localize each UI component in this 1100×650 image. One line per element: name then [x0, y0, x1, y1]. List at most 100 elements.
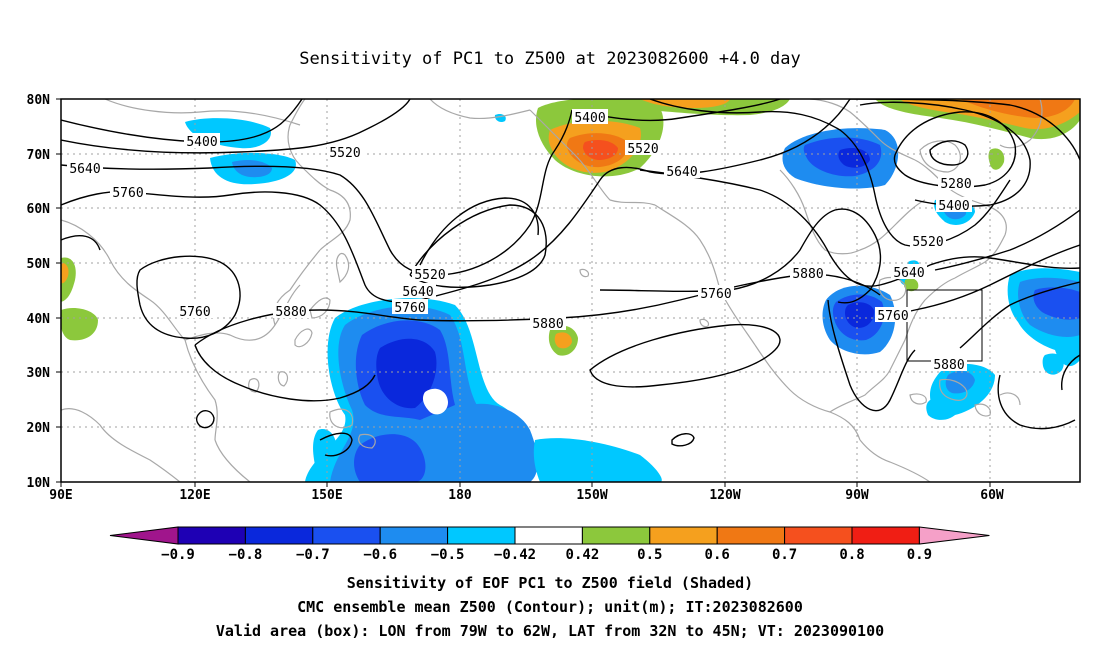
pos-shade-cpac2: [554, 332, 572, 349]
contour-label: 5760: [877, 309, 908, 324]
contour-label-bg: [875, 307, 911, 322]
lon-label: 60W: [980, 488, 1004, 503]
lon-label: 90E: [49, 488, 72, 503]
contour-label: 5640: [893, 266, 924, 281]
colorbar-label: −0.7: [296, 547, 330, 563]
neg-shade-hole: [422, 388, 448, 415]
contour-5760-loop2: [136, 255, 241, 339]
lon-label: 150W: [576, 488, 607, 503]
contour-5400-west: [61, 99, 303, 143]
colorbar-swatch: [581, 526, 651, 545]
contour-small2: [671, 433, 695, 447]
contour-label: 5880: [532, 317, 563, 332]
colorbar-label: 0.7: [772, 547, 797, 563]
caption-line-1: Sensitivity of EOF PC1 to Z500 field (Sh…: [346, 574, 754, 592]
contour-label-bg: [392, 299, 428, 314]
contour-label-bg: [572, 109, 608, 124]
contour-5880-sw: [194, 344, 376, 402]
colorbar-label: −0.6: [363, 547, 397, 563]
neg-shade-east2: [533, 438, 662, 482]
lat-label: 60N: [27, 202, 51, 217]
pos-shade-green4: [988, 148, 1005, 170]
contour-5880-atl: [997, 374, 1076, 430]
lon-labels: 90E 120E 150E 180 150W 120W 90W 60W: [49, 488, 1004, 503]
contour-label: 5400: [574, 111, 605, 126]
colorbar-label: −0.42: [494, 547, 536, 563]
neg-shade-can3: [838, 148, 870, 168]
contour-5760-west: [61, 99, 851, 303]
contour-label: 5640: [666, 165, 697, 180]
contour-5760-us: [599, 208, 882, 304]
colorbar-swatch: [244, 526, 314, 545]
contour-label-bg: [110, 184, 146, 199]
contour-label-bg: [790, 265, 826, 280]
lat-labels: 80N 70N 60N 50N 40N 30N 20N 10N: [27, 93, 51, 491]
contour-wave-pac2: [419, 197, 539, 266]
lon-label: 150E: [311, 488, 342, 503]
colorbar-label: 0.6: [705, 547, 730, 563]
colorbar-swatch: [649, 526, 718, 545]
contour-label-bg: [698, 285, 734, 300]
contour-label: 5760: [394, 301, 425, 316]
neg-shade-atl3: [1033, 287, 1080, 320]
colorbar-swatch: [447, 526, 516, 545]
neg-shade-bah2: [945, 370, 975, 394]
neg-shade-east: [470, 403, 538, 482]
lon-label: 90W: [845, 488, 869, 503]
neg-shade-south1: [354, 434, 426, 482]
colorbar-label: −0.5: [431, 547, 465, 563]
valid-area-box: [906, 289, 983, 362]
contour-label: 5760: [112, 186, 143, 201]
contour-label-bg: [931, 356, 967, 371]
lat-label: 80N: [27, 93, 51, 108]
contour-label: 5520: [627, 142, 658, 157]
contour-label: 5640: [402, 285, 433, 300]
graticule: [61, 99, 1080, 482]
lat-label: 30N: [27, 366, 51, 381]
axis-ticks: [56, 98, 991, 487]
contour-label: 5880: [275, 305, 306, 320]
neg-shade-us3: [845, 302, 875, 328]
contour-label: 5760: [700, 287, 731, 302]
contour-5520-us: [649, 99, 1011, 247]
pos-shade-green3: [960, 99, 1075, 118]
contour-label: 5880: [933, 358, 964, 373]
neg-shade-carib: [926, 398, 959, 420]
contour-label-bg: [910, 233, 946, 248]
contour-label-bg: [273, 303, 309, 318]
colorbar: −0.9 −0.8 −0.7 −0.6 −0.5 −0.42 0.42 0.5 0.6 0.7 0.…: [109, 526, 990, 563]
map-title: Sensitivity of PC1 to Z500 at 2023082600…: [299, 49, 801, 69]
contour-wave-pac1: [409, 204, 547, 289]
colorbar-label: 0.9: [907, 547, 932, 563]
contour-5880-atl2: [1061, 354, 1080, 391]
contour-label-bg: [400, 283, 436, 298]
lat-label: 20N: [27, 421, 51, 436]
contour-label: 5520: [912, 235, 943, 250]
colorbar-swatch: [312, 526, 381, 545]
colorbar-label: 0.8: [839, 547, 864, 563]
neg-shade-atl4: [1042, 353, 1064, 375]
contour-label-bg: [412, 266, 448, 281]
neg-shade-core: [376, 338, 437, 409]
contour-5640-west: [61, 109, 573, 276]
contour-5640-us: [639, 169, 1080, 287]
lon-label: 120W: [709, 488, 740, 503]
contour-label-bg: [891, 264, 927, 279]
contour-label: 5400: [186, 135, 217, 150]
neg-shade-sib2b: [232, 160, 272, 178]
lon-label: 180: [448, 488, 472, 503]
lat-label: 40N: [27, 312, 51, 327]
pos-shade-beau2: [640, 99, 730, 108]
contour-5760-bigloop: [61, 234, 101, 251]
contour-5640-ne: [934, 209, 1080, 271]
contour-label-bg: [625, 140, 661, 155]
contour-label: 5400: [938, 199, 969, 214]
colorbar-swatch: [514, 526, 583, 545]
colorbar-swatch: [784, 526, 853, 545]
contour-label: 5760: [179, 305, 210, 320]
contour-small1: [195, 410, 215, 429]
contour-label-bg: [936, 197, 972, 212]
contour-label: 5280: [940, 177, 971, 192]
